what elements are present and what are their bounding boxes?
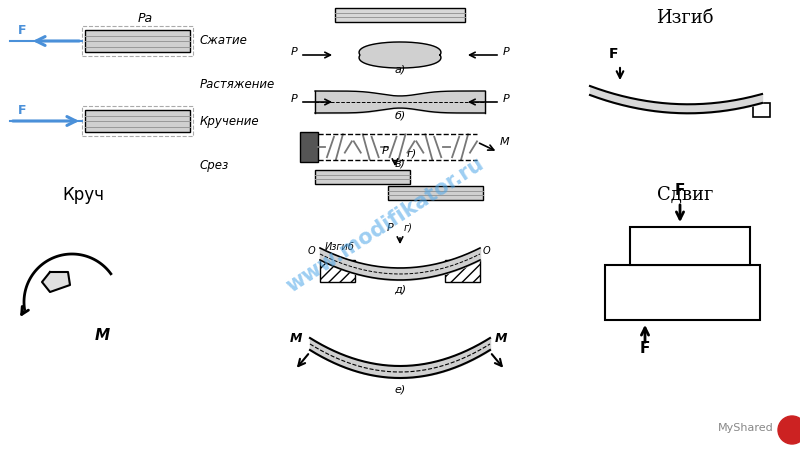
Text: P: P (503, 94, 510, 104)
Text: M: M (500, 137, 510, 147)
Bar (82, 26, 193, 56)
Text: Сжатие: Сжатие (200, 35, 248, 48)
Text: www.modifikator.ru: www.modifikator.ru (282, 153, 487, 297)
Text: г): г) (407, 149, 417, 159)
Circle shape (778, 416, 800, 444)
Text: F: F (640, 341, 650, 356)
Text: P: P (386, 223, 394, 233)
Text: Изгиб: Изгиб (325, 242, 355, 252)
Text: е): е) (394, 384, 406, 394)
Text: О: О (483, 246, 490, 256)
Text: г): г) (403, 223, 413, 233)
Bar (85, 110, 190, 132)
Text: P: P (503, 47, 510, 57)
Text: Кручение: Кручение (200, 114, 260, 127)
Text: MyShared: MyShared (718, 423, 774, 433)
Text: Сдвиг: Сдвиг (657, 186, 713, 204)
Bar (388, 186, 483, 200)
Text: Круч: Круч (62, 186, 104, 204)
Text: F: F (18, 104, 26, 117)
Text: О: О (307, 246, 315, 256)
Bar (320, 260, 355, 282)
Polygon shape (42, 272, 70, 292)
Bar (82, 106, 193, 136)
Text: а): а) (394, 65, 406, 75)
Bar (753, 103, 770, 117)
Text: д): д) (394, 284, 406, 294)
Text: М: М (94, 328, 110, 343)
Bar (85, 30, 190, 52)
Polygon shape (359, 42, 441, 68)
Bar (335, 8, 465, 22)
Text: б): б) (394, 110, 406, 120)
Text: F: F (18, 24, 26, 37)
Bar (445, 260, 480, 282)
Text: Срез: Срез (200, 158, 230, 171)
Text: Растяжение: Растяжение (200, 78, 275, 91)
Text: P: P (290, 47, 297, 57)
Text: Изгиб: Изгиб (656, 9, 714, 27)
Text: F: F (608, 47, 618, 61)
Text: F: F (675, 183, 685, 198)
Text: М: М (290, 332, 302, 345)
Bar (630, 227, 750, 265)
Bar (605, 265, 760, 320)
Text: М: М (495, 332, 507, 345)
Text: в): в) (394, 159, 406, 169)
Text: P: P (382, 146, 388, 156)
Text: P: P (290, 94, 297, 104)
Bar (315, 170, 410, 184)
Text: Ра: Ра (138, 12, 153, 24)
Bar (300, 132, 318, 162)
